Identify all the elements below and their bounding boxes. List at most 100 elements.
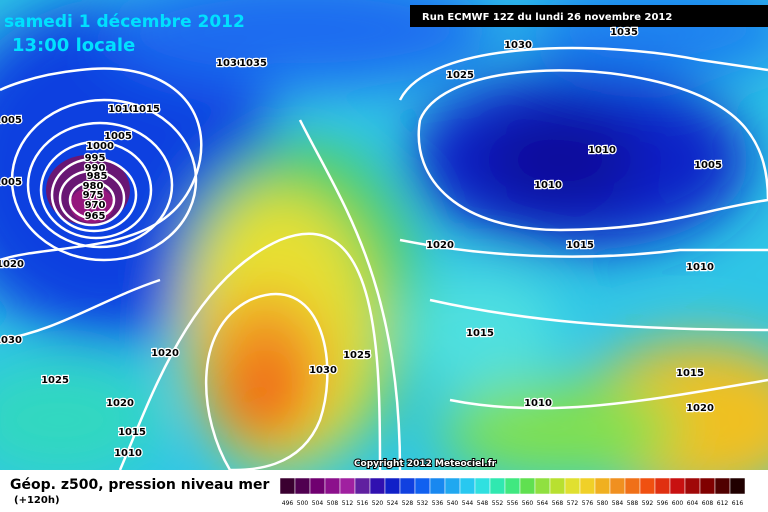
colorbar-swatch	[369, 477, 386, 495]
colorbar-label: 608	[702, 500, 714, 507]
isobar-label: 985	[87, 171, 108, 182]
isobar-label: 1020	[0, 259, 24, 270]
map-date: samedi 1 décembre 2012	[4, 12, 245, 32]
isobar-label: 1015	[118, 427, 146, 438]
colorbar-label: 580	[597, 500, 609, 507]
colorbar-label: 496	[282, 500, 294, 507]
colorbar-swatch	[699, 477, 716, 495]
geopotential-field	[0, 0, 768, 500]
colorbar-label: 532	[417, 500, 429, 507]
colorbar-swatch	[309, 477, 326, 495]
colorbar-label: 596	[657, 500, 669, 507]
colorbar-swatch	[579, 477, 596, 495]
colorbar-swatch	[519, 477, 536, 495]
isobar-label: 1030	[0, 335, 22, 346]
colorbar-swatch	[639, 477, 656, 495]
colorbar-label: 548	[477, 500, 489, 507]
colorbar-label: 560	[522, 500, 534, 507]
colorbar-swatch	[429, 477, 446, 495]
isobars	[0, 46, 768, 472]
colorbar: 496 500 504 508 512 516 520 524 528 532 536 540 544 5…	[279, 477, 746, 507]
isobar-label: 965	[85, 211, 106, 222]
run-info: Run ECMWF 12Z du lundi 26 novembre 2012	[422, 12, 672, 23]
colorbar-swatch	[549, 477, 566, 495]
colorbar-swatch	[414, 477, 431, 495]
colorbar-label: 524	[387, 500, 399, 507]
colorbar-swatch	[489, 477, 506, 495]
colorbar-swatch	[594, 477, 611, 495]
colorbar-label: 544	[462, 500, 474, 507]
copyright: Copyright 2012 Meteociel.fr	[354, 459, 497, 469]
colorbar-label: 512	[342, 500, 354, 507]
colorbar-swatch	[459, 477, 476, 495]
colorbar-label: 612	[717, 500, 729, 507]
isobar-label: 1005	[0, 115, 22, 126]
colorbar-swatch	[669, 477, 686, 495]
isobar-label: 1020	[106, 398, 134, 409]
colorbar-swatch	[729, 477, 746, 495]
isobar-label: 1010	[108, 104, 136, 115]
isobar-label: 1035	[610, 27, 638, 38]
colorbar-label: 504	[312, 500, 324, 507]
colorbar-label: 572	[567, 500, 579, 507]
isobar-label: 980	[83, 181, 104, 192]
colorbar-swatch	[474, 477, 491, 495]
colorbar-label: 588	[627, 500, 639, 507]
colorbar-label: 556	[507, 500, 519, 507]
colorbar-label: 540	[447, 500, 459, 507]
colorbar-label: 576	[582, 500, 594, 507]
colorbar-label: 536	[432, 500, 444, 507]
isobar-label: 1035	[239, 58, 267, 69]
isobar-label: 995	[85, 153, 106, 164]
colorbar-swatch	[654, 477, 671, 495]
colorbar-label: 528	[402, 500, 414, 507]
colorbar-swatch	[339, 477, 356, 495]
isobar-label: 1020	[686, 403, 714, 414]
colorbar-label: 616	[732, 500, 744, 507]
colorbar-swatch	[444, 477, 461, 495]
colorbar-label: 500	[297, 500, 309, 507]
isobar-label: 1030	[309, 365, 337, 376]
isobar-label: 1025	[41, 375, 69, 386]
isobar-label: 1020	[151, 348, 179, 359]
isobar-label: 1005	[104, 131, 132, 142]
isobar-label: 1010	[588, 145, 616, 156]
colorbar-swatch	[324, 477, 341, 495]
isobar-label: 1015	[676, 368, 704, 379]
isobar-label: 1005	[694, 160, 722, 171]
isobar-label: 1005	[0, 177, 22, 188]
isobar-label: 1030	[216, 58, 244, 69]
colorbar-label: 508	[327, 500, 339, 507]
colorbar-swatch	[354, 477, 371, 495]
forecast-step: (+120h)	[14, 495, 60, 506]
isobar-label: 990	[85, 163, 106, 174]
colorbar-label: 592	[642, 500, 654, 507]
map-time: 13:00 locale	[12, 35, 135, 56]
isobar-label: 1025	[343, 350, 371, 361]
isobar-label: 1020	[426, 240, 454, 251]
colorbar-swatch	[684, 477, 701, 495]
colorbar-label: 600	[672, 500, 684, 507]
colorbar-swatch	[714, 477, 731, 495]
colorbar-swatch	[624, 477, 641, 495]
isobar-label: 1010	[686, 262, 714, 273]
colorbar-swatch	[534, 477, 551, 495]
legend-title: Géop. z500, pression niveau mer	[10, 477, 269, 493]
colorbar-swatch	[504, 477, 521, 495]
isobar-label: 1015	[132, 104, 160, 115]
colorbar-swatch	[609, 477, 626, 495]
colorbar-label: 604	[687, 500, 699, 507]
colorbar-label: 568	[552, 500, 564, 507]
isobar-label: 1010	[534, 180, 562, 191]
isobar-label: 1015	[466, 328, 494, 339]
isobar-labels: 1030103510301035102510101015100510009959…	[0, 26, 723, 461]
colorbar-label: 520	[372, 500, 384, 507]
colorbar-swatch	[294, 477, 311, 495]
colorbar-label: 552	[492, 500, 504, 507]
isobar-label: 1010	[524, 398, 552, 409]
colorbar-swatch	[399, 477, 416, 495]
isobar-label: 1010	[114, 448, 142, 459]
colorbar-swatch	[384, 477, 401, 495]
